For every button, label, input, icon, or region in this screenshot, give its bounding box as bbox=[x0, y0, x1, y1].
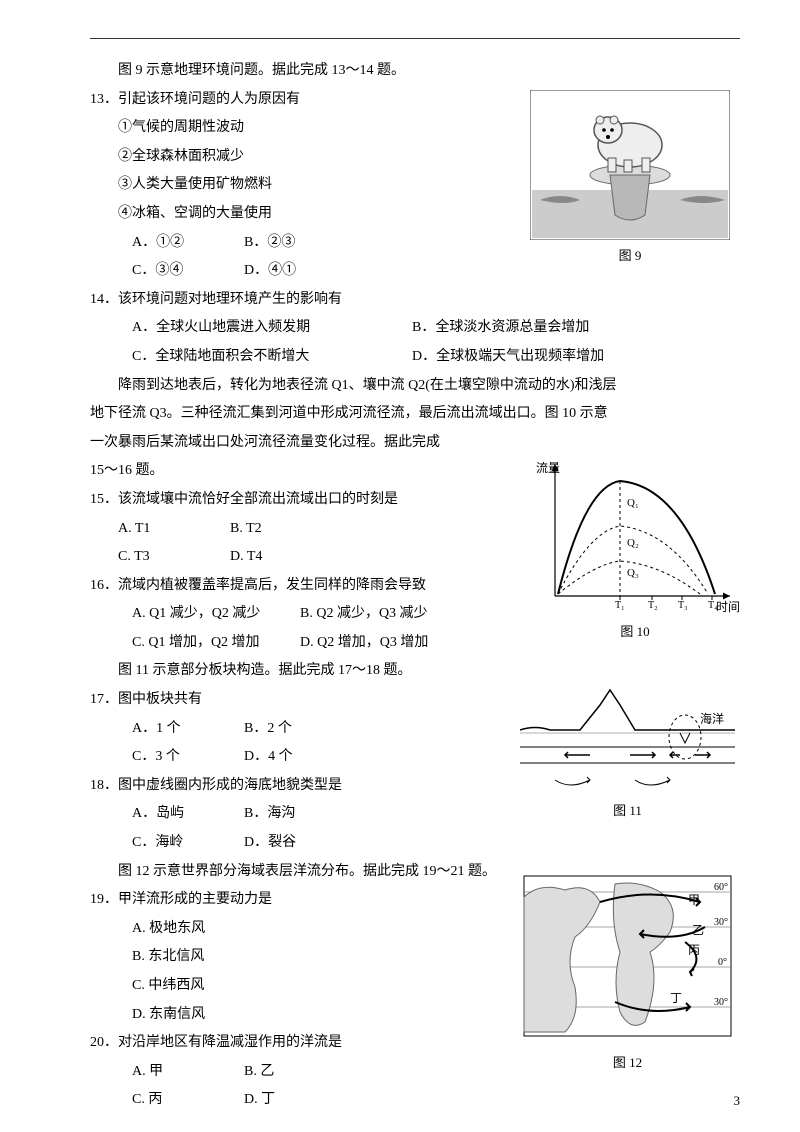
runoff-chart-icon: 流量 时间 Q₁ Q₂ Q₃ T₁ T₂ T₃ T₄ bbox=[530, 456, 740, 616]
q18-opt-c: C．海岭 bbox=[132, 830, 244, 857]
q15-opt-c: C. T3 bbox=[118, 544, 230, 571]
q14-options-row2: C．全球陆地面积会不断增大 D．全球极端天气出现频率增加 bbox=[90, 344, 740, 371]
q17-opt-d: D．4 个 bbox=[244, 744, 356, 771]
fig12-lat-60: 60° bbox=[714, 882, 728, 893]
figure-11: 海洋 图 11 bbox=[520, 685, 735, 824]
fig12-label-bing: 丙 bbox=[688, 943, 700, 957]
fig11-ocean: 海洋 bbox=[700, 711, 724, 726]
q14-stem: 14．该环境问题对地理环境产生的影响有 bbox=[90, 287, 740, 314]
q15-opt-a: A. T1 bbox=[118, 516, 230, 543]
polar-bear-icon bbox=[530, 90, 730, 240]
q13-opt-a: A．①② bbox=[132, 230, 244, 257]
fig10-q3: Q₃ bbox=[627, 567, 639, 579]
intro-13-14: 图 9 示意地理环境问题。据此完成 13～14 题。 bbox=[90, 58, 740, 85]
q16-opt-b: B. Q2 减少，Q3 减少 bbox=[300, 601, 468, 628]
fig12-label-yi: 乙 bbox=[692, 923, 704, 937]
q20-opt-c: C. 丙 bbox=[132, 1087, 244, 1114]
fig10-xlabel: 时间 bbox=[716, 600, 740, 614]
figure-10-caption: 图 10 bbox=[530, 620, 740, 645]
fig10-t1: T₁ bbox=[615, 600, 625, 611]
q17-opt-a: A．1 个 bbox=[132, 716, 244, 743]
q16-opt-a: A. Q1 减少，Q2 减少 bbox=[132, 601, 300, 628]
intro-15-16-p2: 地下径流 Q3。三种径流汇集到河道中形成河流径流，最后流出流域出口。图 10 示… bbox=[90, 401, 740, 428]
fig12-lat-0: 0° bbox=[718, 957, 727, 968]
q17-opt-c: C．3 个 bbox=[132, 744, 244, 771]
q16-opt-c: C. Q1 增加，Q2 增加 bbox=[132, 630, 300, 657]
figure-10: 流量 时间 Q₁ Q₂ Q₃ T₁ T₂ T₃ T₄ 图 10 bbox=[530, 456, 740, 645]
fig12-label-ding: 丁 bbox=[670, 991, 682, 1005]
q18-options-row2: C．海岭 D．裂谷 bbox=[90, 830, 740, 857]
figure-11-caption: 图 11 bbox=[520, 799, 735, 824]
q17-opt-b: B．2 个 bbox=[244, 716, 356, 743]
q15-opt-d: D. T4 bbox=[230, 544, 342, 571]
q15-opt-b: B. T2 bbox=[230, 516, 342, 543]
fig10-t2: T₂ bbox=[648, 600, 658, 611]
fig10-t4: T₄ bbox=[708, 600, 718, 611]
figure-12-caption: 图 12 bbox=[520, 1051, 735, 1076]
fig12-lat-30s: 30° bbox=[714, 997, 728, 1008]
ocean-currents-icon: 60° 30° 0° 30° 甲 乙 丙 丁 bbox=[520, 872, 735, 1047]
fig10-ylabel: 流量 bbox=[536, 461, 560, 475]
intro-15-16-p3: 一次暴雨后某流域出口处河流径流量变化过程。据此完成 bbox=[90, 430, 740, 457]
q13-opt-d: D．④① bbox=[244, 258, 356, 285]
fig10-t3: T₃ bbox=[678, 600, 688, 611]
q20-opt-d: D. 丁 bbox=[244, 1087, 356, 1114]
intro-17-18: 图 11 示意部分板块构造。据此完成 17～18 题。 bbox=[90, 658, 740, 685]
fig10-q1: Q₁ bbox=[627, 497, 639, 509]
fig10-q2: Q₂ bbox=[627, 537, 639, 549]
q13-opt-c: C．③④ bbox=[132, 258, 244, 285]
page-number: 3 bbox=[734, 1089, 741, 1114]
q20-opt-b: B. 乙 bbox=[244, 1059, 356, 1086]
q20-opt-a: A. 甲 bbox=[132, 1059, 244, 1086]
q14-opt-d: D．全球极端天气出现频率增加 bbox=[412, 344, 604, 371]
figure-12: 60° 30° 0° 30° 甲 乙 丙 丁 图 12 bbox=[520, 872, 735, 1076]
q18-opt-d: D．裂谷 bbox=[244, 830, 356, 857]
intro-15-16-p1: 降雨到达地表后，转化为地表径流 Q1、壤中流 Q2(在土壤空隙中流动的水)和浅层 bbox=[90, 373, 740, 400]
q14-opt-c: C．全球陆地面积会不断增大 bbox=[132, 344, 412, 371]
fig12-label-jia: 甲 bbox=[688, 893, 700, 907]
figure-9: 图 9 bbox=[530, 90, 730, 269]
q13-opt-b: B．②③ bbox=[244, 230, 356, 257]
q14-opt-b: B．全球淡水资源总量会增加 bbox=[412, 315, 589, 342]
q20-options-row2: C. 丙 D. 丁 bbox=[90, 1087, 740, 1114]
q16-opt-d: D. Q2 增加，Q3 增加 bbox=[300, 630, 468, 657]
figure-9-caption: 图 9 bbox=[530, 244, 730, 269]
fig12-lat-30n: 30° bbox=[714, 917, 728, 928]
q18-opt-b: B．海沟 bbox=[244, 801, 356, 828]
plate-tectonics-icon: 海洋 bbox=[520, 685, 735, 795]
q14-options-row1: A．全球火山地震进入频发期 B．全球淡水资源总量会增加 bbox=[90, 315, 740, 342]
q18-opt-a: A．岛屿 bbox=[132, 801, 244, 828]
top-rule bbox=[90, 38, 740, 39]
q14-opt-a: A．全球火山地震进入频发期 bbox=[132, 315, 412, 342]
